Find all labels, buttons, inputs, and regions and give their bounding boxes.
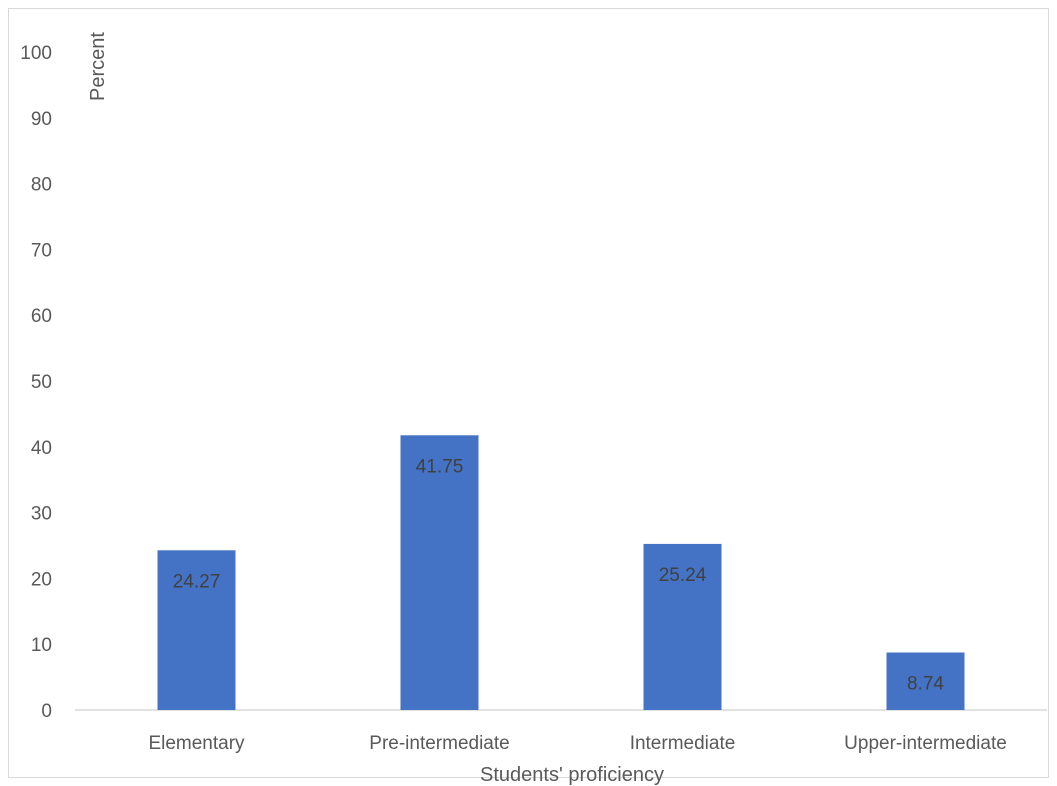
y-tick-label: 30 [31,504,52,525]
bar-data-label: 24.27 [173,571,221,592]
y-tick-label: 10 [31,635,52,656]
bar [643,543,722,710]
y-tick-label: 50 [31,372,52,393]
x-axis-category-labels: Elementary Pre-intermediate Intermediate Up… [148,733,1006,754]
y-tick-label: 70 [31,240,52,261]
bar [400,435,479,710]
y-axis-ticks: 0 10 20 30 40 50 60 70 80 90 100 [20,43,52,722]
bar-data-label: 8.74 [907,673,944,694]
x-axis-title: Students' proficiency [480,764,664,786]
y-tick-label: 60 [31,306,52,327]
y-axis-title: Percent [87,32,109,101]
x-category-label: Intermediate [630,733,736,754]
y-tick-label: 80 [31,175,52,196]
y-tick-label: 40 [31,438,52,459]
x-category-label: Upper-intermediate [844,733,1007,754]
bar-data-labels: 24.27 41.75 25.24 8.74 [173,456,945,694]
bar [157,550,236,710]
x-category-label: Pre-intermediate [369,733,509,754]
bar [886,652,965,710]
y-tick-label: 90 [31,109,52,130]
y-tick-label: 0 [41,701,52,722]
x-category-label: Elementary [148,733,245,754]
y-tick-label: 20 [31,569,52,590]
bar-data-label: 25.24 [659,565,707,586]
bar-data-label: 41.75 [416,456,464,477]
y-tick-label: 100 [20,43,52,64]
bars [157,435,965,710]
